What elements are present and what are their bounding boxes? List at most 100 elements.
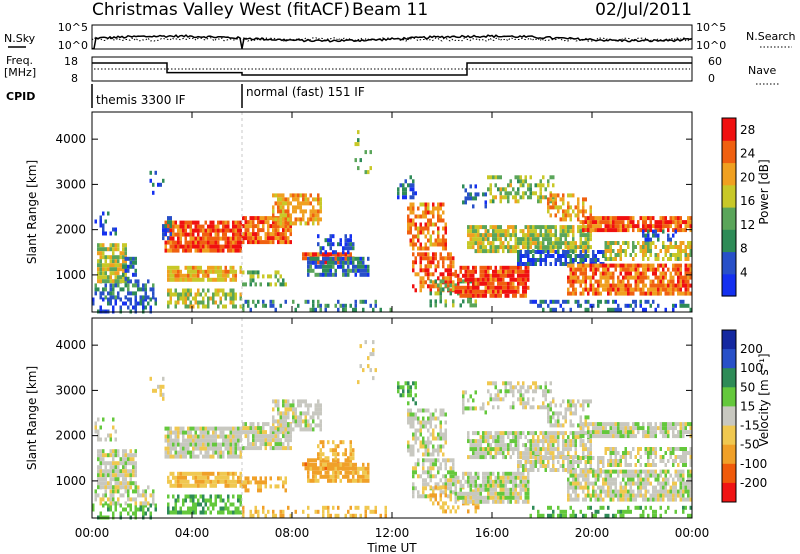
power-cell — [472, 229, 475, 234]
velocity-cell — [517, 464, 520, 468]
power-cell — [319, 303, 322, 308]
velocity-cell — [212, 479, 215, 484]
velocity-cell — [489, 443, 492, 448]
power-cell — [342, 246, 345, 251]
power-cell — [134, 297, 137, 302]
power-cell — [567, 205, 570, 210]
velocity-cell — [432, 466, 435, 471]
velocity-cell — [324, 462, 327, 467]
power-cell — [477, 285, 480, 290]
velocity-cell — [539, 447, 542, 452]
power-cell — [574, 258, 577, 262]
velocity-cell — [117, 477, 120, 482]
power-cell — [627, 241, 630, 245]
power-cell — [614, 299, 617, 304]
power-cell — [642, 263, 645, 268]
power-cell — [514, 269, 517, 274]
power-cell — [627, 220, 630, 225]
velocity-cell — [417, 458, 420, 463]
power-cell — [154, 301, 157, 306]
velocity-cell — [587, 447, 590, 452]
power-cell — [207, 277, 210, 282]
power-cell — [522, 281, 525, 286]
power-cell — [562, 197, 565, 202]
velocity-cell — [557, 431, 560, 436]
velocity-cell — [194, 510, 197, 515]
power-cell — [679, 257, 682, 261]
power-cell — [167, 273, 170, 278]
power-cell — [182, 277, 185, 282]
power-cell — [529, 187, 532, 192]
power-cell — [424, 222, 427, 227]
power-cell — [519, 273, 522, 278]
velocity-cell — [317, 456, 320, 461]
velocity-cell — [399, 385, 402, 390]
velocity-cell — [197, 471, 200, 476]
velocity-cell — [412, 436, 415, 441]
power-cell — [194, 296, 197, 301]
power-cell — [172, 277, 175, 282]
power-cell — [517, 241, 520, 246]
velocity-cell — [189, 442, 192, 447]
power-cell — [187, 273, 190, 278]
velocity-cell — [492, 471, 495, 476]
velocity-cell — [342, 466, 345, 471]
velocity-cell — [492, 483, 495, 488]
velocity-cell — [202, 442, 205, 447]
power-cell — [484, 200, 487, 205]
power-cell — [152, 190, 155, 195]
power-cell — [227, 220, 230, 225]
velocity-cell — [352, 513, 355, 518]
power-cell — [464, 200, 467, 205]
velocity-cell — [212, 442, 215, 447]
velocity-cell — [532, 464, 535, 468]
velocity-cell — [309, 462, 312, 467]
power-cell — [277, 193, 280, 198]
power-cell — [299, 221, 302, 226]
power-cell — [207, 288, 210, 293]
power-cell — [252, 270, 255, 275]
velocity-cell — [97, 481, 100, 486]
power-cell — [662, 224, 665, 229]
power-cell — [547, 225, 550, 230]
velocity-cell — [307, 513, 310, 518]
power-cell — [204, 244, 207, 249]
power-cell — [189, 273, 192, 278]
velocity-cell — [327, 440, 330, 445]
power-colorbar-segment-4 — [722, 184, 736, 208]
power-cell — [652, 263, 655, 268]
power-cell — [549, 197, 552, 202]
power-cell — [677, 220, 680, 225]
velocity-cell — [502, 455, 505, 460]
power-cell — [112, 305, 115, 310]
power-cell — [499, 241, 502, 246]
power-cell — [572, 263, 575, 268]
velocity-cell — [587, 451, 590, 456]
power-cell — [672, 291, 675, 296]
velocity-cell — [482, 495, 485, 500]
velocity-cell — [199, 434, 202, 439]
power-cell — [99, 305, 102, 310]
power-cell — [184, 220, 187, 225]
velocity-cell — [499, 479, 502, 484]
power-cell — [194, 236, 197, 241]
power-cell — [109, 291, 112, 296]
power-cell — [329, 272, 332, 277]
velocity-cell — [482, 499, 485, 504]
velocity-cell — [277, 476, 280, 481]
velocity-cell — [452, 470, 455, 475]
power-cell — [547, 183, 550, 188]
power-cell — [507, 233, 510, 238]
velocity-cell — [284, 411, 287, 416]
velocity-cell — [182, 502, 185, 507]
velocity-cell — [439, 485, 442, 490]
power-cell — [667, 228, 670, 233]
velocity-cell — [232, 494, 235, 499]
velocity-cell — [524, 495, 527, 500]
power-cell — [522, 277, 525, 282]
velocity-cell — [484, 495, 487, 500]
power-cell — [212, 236, 215, 241]
velocity-cell — [119, 485, 122, 490]
velocity-cell — [477, 491, 480, 496]
velocity-cell — [572, 439, 575, 444]
